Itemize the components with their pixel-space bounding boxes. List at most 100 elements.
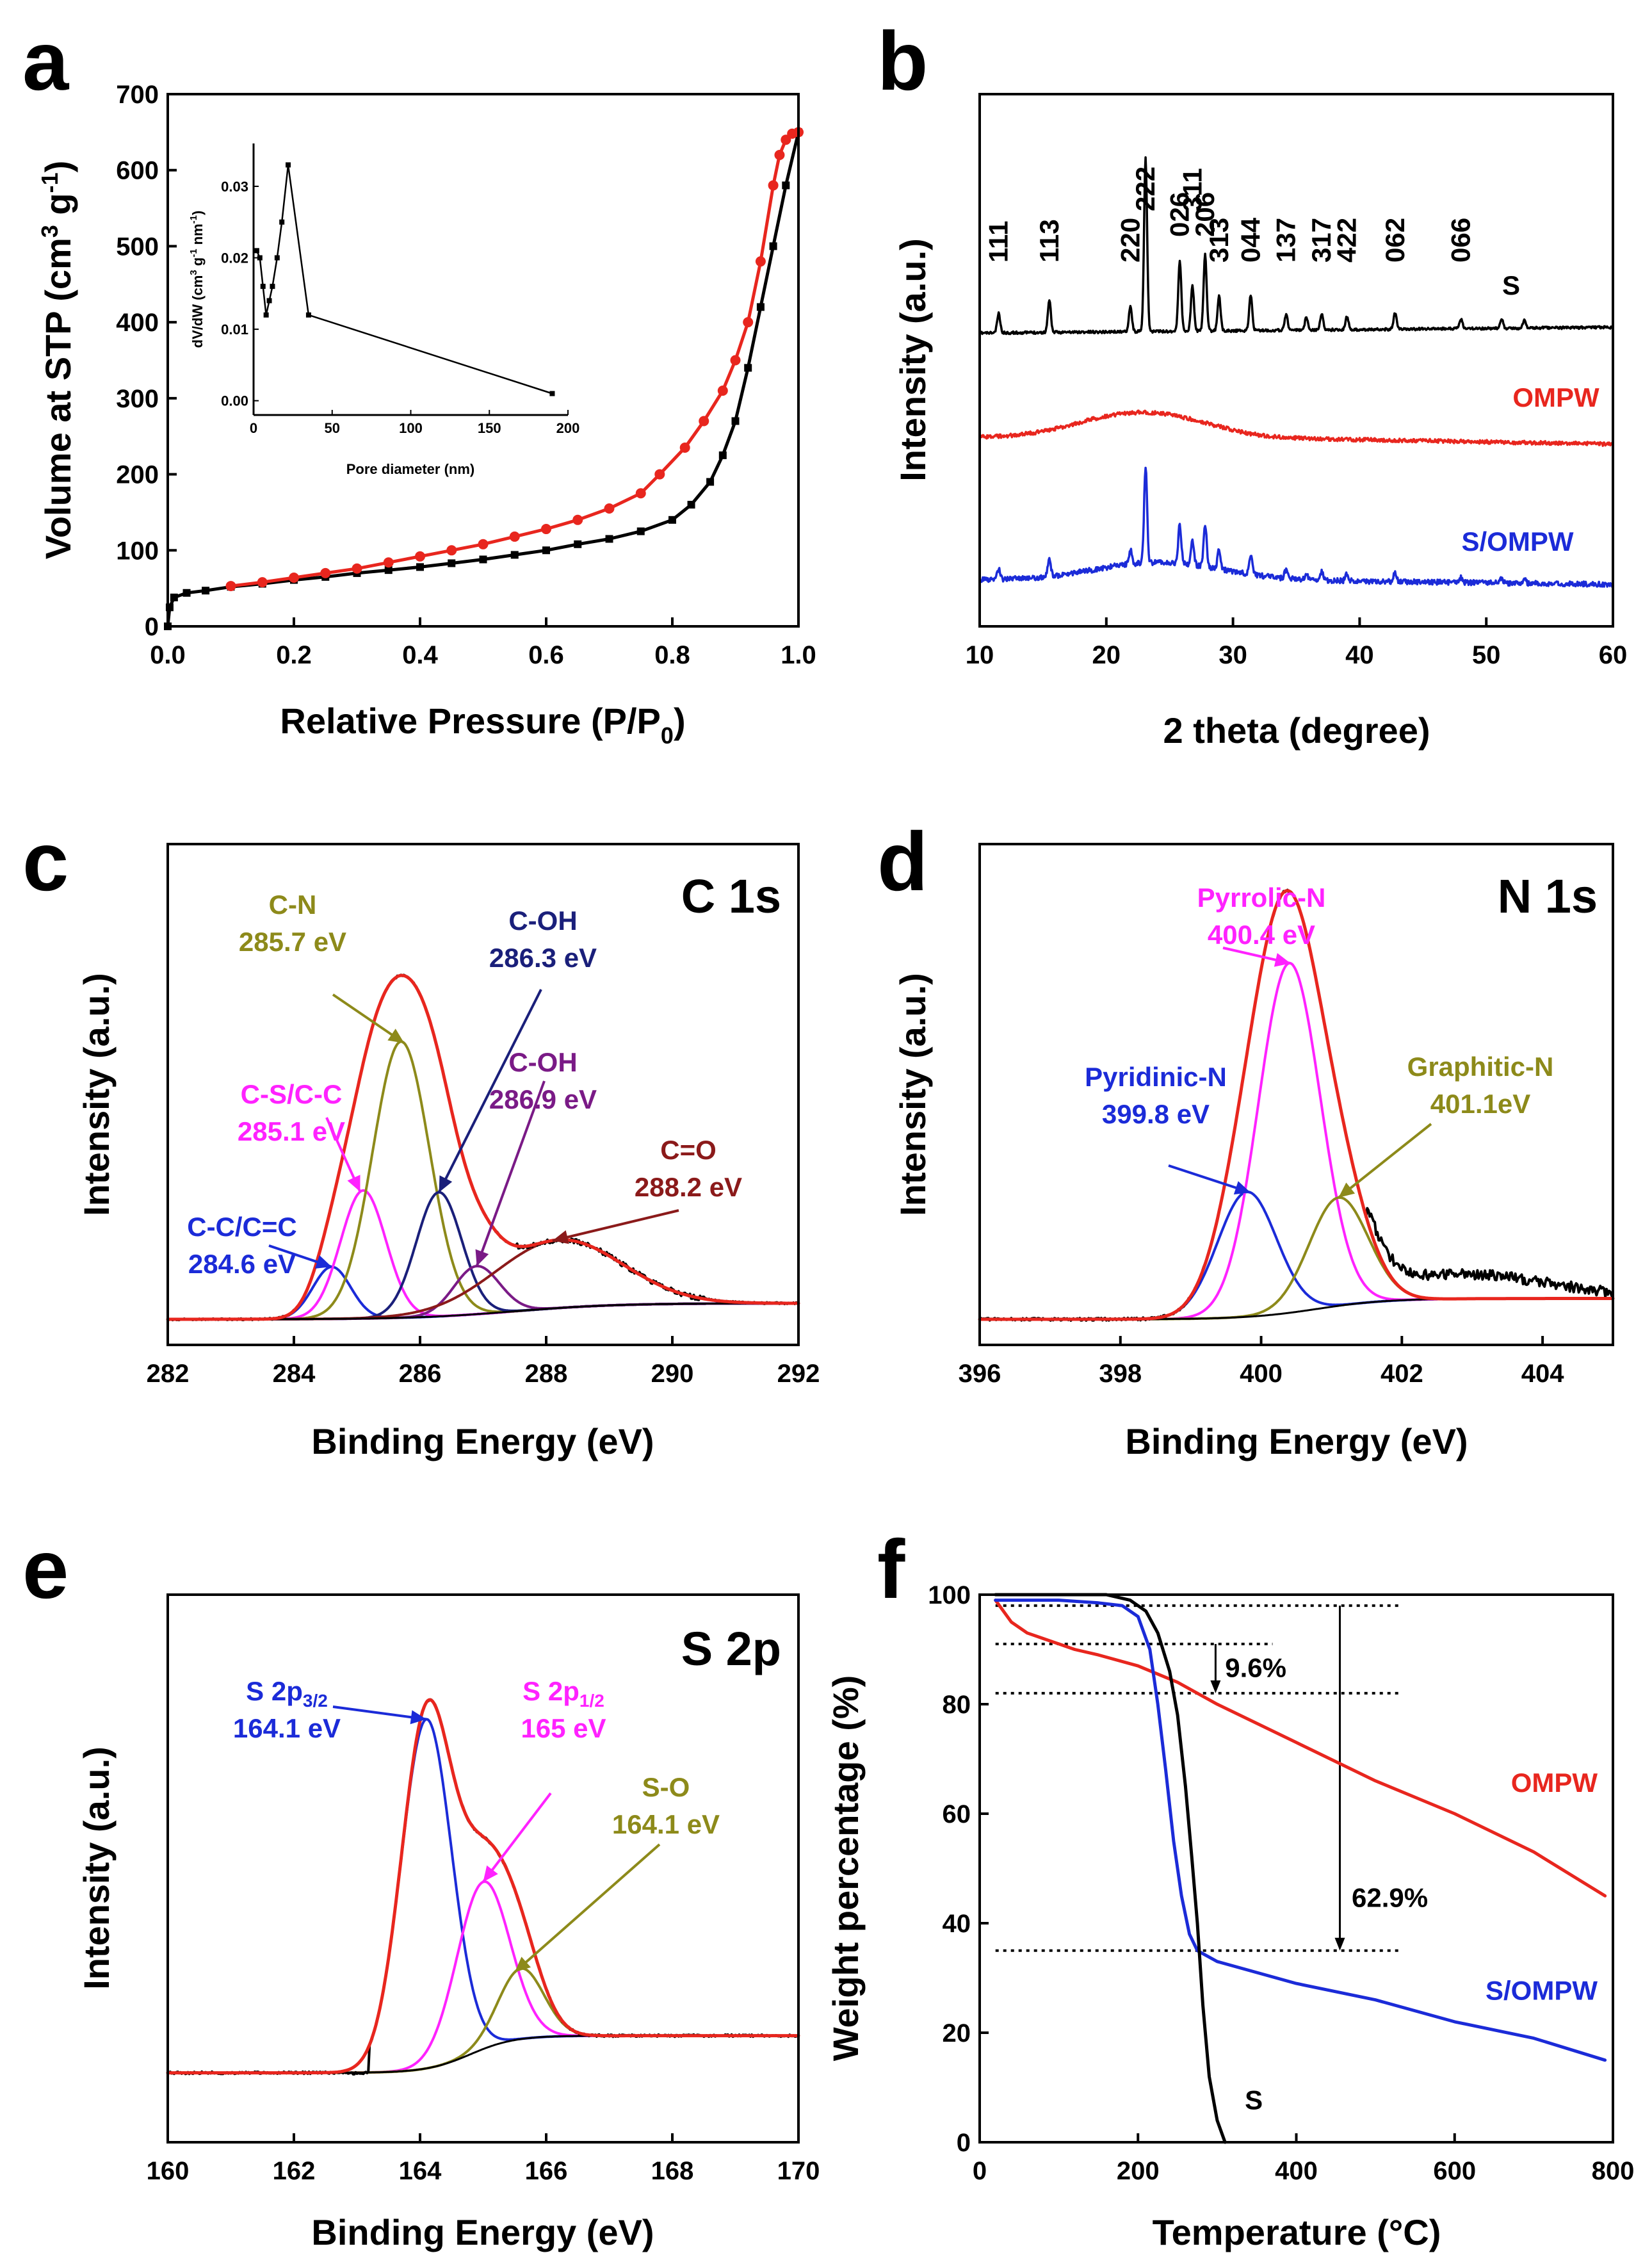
peak-label: S 2p3/2 — [246, 1676, 328, 1711]
peak-label: Pyrrolic-N — [1197, 883, 1326, 913]
series-adsorption-marker — [510, 551, 519, 559]
peak-arrow-line — [1338, 1123, 1432, 1199]
series-desorption-marker — [446, 545, 457, 556]
peak-value-label: 164.1 eV — [233, 1713, 341, 1743]
x-tick-label: 0.6 — [528, 641, 564, 669]
peak-arrow-line — [437, 989, 542, 1193]
series-adsorption-marker — [605, 535, 613, 543]
peak-arrow-line — [552, 1209, 679, 1242]
y-tick-label: 20 — [943, 2019, 971, 2047]
series-adsorption-marker — [574, 540, 582, 548]
series-label-OMPW: OMPW — [1511, 1768, 1598, 1798]
series-adsorption-marker — [706, 478, 715, 486]
x-tick-label: 162 — [273, 2157, 316, 2185]
inset-x-tick-label: 200 — [556, 420, 580, 436]
panel-e-title: S 2p — [681, 1622, 781, 1675]
series-adsorption-marker — [384, 566, 393, 574]
x-tick-label: 404 — [1521, 1360, 1564, 1388]
series-desorption-marker — [352, 563, 362, 574]
y-tick-label: 100 — [928, 1581, 971, 1609]
y-tick-label: 600 — [116, 157, 159, 185]
x-tick-label: 200 — [1117, 2157, 1160, 2185]
x-tick-label: 0.2 — [276, 641, 312, 669]
panel-e-xlabel: Binding Energy (eV) — [311, 2212, 654, 2252]
peak-arrow-head — [347, 1175, 360, 1192]
inset-marker — [274, 255, 280, 261]
series-adsorption-marker — [416, 563, 424, 571]
panel-c-title: C 1s — [681, 870, 781, 923]
panel-d-frame — [978, 843, 1614, 1346]
peak-label-sub: 1/2 — [579, 1691, 604, 1711]
series-adsorption-marker — [479, 555, 487, 564]
x-tick-label: 286 — [399, 1360, 442, 1388]
peak-label: 422 — [1332, 218, 1362, 263]
series-desorption-marker — [572, 514, 583, 525]
x-tick-label: 10 — [966, 641, 994, 669]
x-tick-label: 1.0 — [781, 641, 816, 669]
series-desorption-marker — [509, 531, 520, 542]
peak-arrow-line — [332, 1705, 427, 1721]
peak-value-label: 285.7 eV — [239, 927, 346, 957]
x-tick-label: 402 — [1381, 1360, 1423, 1388]
series-adsorption-marker — [756, 303, 765, 311]
peak-label: 066 — [1446, 218, 1476, 263]
panel-b-xlabel: 2 theta (degree) — [1163, 710, 1430, 751]
panel-label-e: e — [22, 1522, 69, 1616]
panel-f: f 0 200 400 600 800 0 20 40 60 80 100 9.6% 62.9% OMPW… — [825, 1522, 1634, 2252]
peak-arrow-head — [387, 1029, 405, 1043]
y-tick-label: 700 — [116, 81, 159, 109]
peak-value-label: 401.1eV — [1430, 1089, 1530, 1119]
peak-label: 311 — [1177, 168, 1207, 211]
y-tick-label: 500 — [116, 232, 159, 261]
envelope-fit-line — [166, 973, 800, 1321]
series-OMPW-line — [978, 409, 1614, 447]
y-tick-label: 400 — [116, 309, 159, 337]
x-tick-label: 288 — [525, 1360, 568, 1388]
series-desorption-marker — [320, 567, 331, 578]
series-adsorption-line — [166, 130, 800, 628]
panel-label-d: d — [877, 815, 928, 908]
x-tick-label: 400 — [1240, 1360, 1283, 1388]
peak-Pyrrolic-N-line — [978, 961, 1614, 1321]
series-adsorption-marker — [718, 451, 727, 459]
series-adsorption-marker — [170, 593, 178, 601]
background-line — [978, 1298, 1614, 1321]
series-S-OMPW-line — [978, 466, 1614, 589]
peak-arrow-head — [314, 1255, 332, 1269]
envelope-fit-line — [978, 889, 1615, 1321]
series-OMPW-line — [994, 1599, 1607, 1898]
series-adsorption-marker — [782, 181, 790, 190]
inset-marker — [257, 255, 263, 261]
inset-y-tick-label: 0.01 — [221, 321, 248, 338]
inset-x-tick-label: 0 — [250, 420, 257, 436]
x-tick-label: 20 — [1092, 641, 1121, 669]
panel-b-frame — [978, 93, 1614, 628]
peak-value-label: 400.4 eV — [1208, 920, 1315, 950]
panel-b-ylabel: Intensity (a.u.) — [893, 238, 933, 482]
series-desorption-marker — [699, 416, 709, 427]
series-desorption-marker — [289, 573, 299, 583]
series-desorption-marker — [541, 524, 551, 535]
panel-a-ylabel: Volume at STP (cm3 g-1) — [36, 161, 78, 560]
x-tick-label: 400 — [1275, 2157, 1318, 2185]
x-tick-label: 164 — [399, 2157, 442, 2185]
inset-marker — [305, 312, 311, 318]
panel-d-xlabel: Binding Energy (eV) — [1125, 1421, 1468, 1461]
panel-d-ylabel: Intensity (a.u.) — [893, 973, 933, 1216]
arrow-62-9-head — [1334, 1937, 1345, 1951]
series-desorption-marker — [717, 385, 728, 396]
x-tick-label: 290 — [651, 1360, 694, 1388]
series-S-OMPW-line — [994, 1599, 1607, 2062]
peak-arrow-head — [514, 1957, 531, 1973]
inset-marker — [254, 248, 259, 254]
series-label-S-OMPW: S/OMPW — [1486, 1976, 1598, 2006]
panel-a-frame — [166, 93, 800, 628]
peak-arrow-head — [1274, 953, 1291, 967]
peak-value-label: 399.8 eV — [1102, 1099, 1210, 1129]
series-adsorption-marker — [542, 546, 550, 555]
peak-label: C=O — [660, 1135, 717, 1165]
x-tick-label: 396 — [959, 1360, 1001, 1388]
x-tick-label: 60 — [1599, 641, 1628, 669]
series-desorption-marker — [604, 503, 615, 514]
peak-label: 113 — [1034, 219, 1064, 263]
